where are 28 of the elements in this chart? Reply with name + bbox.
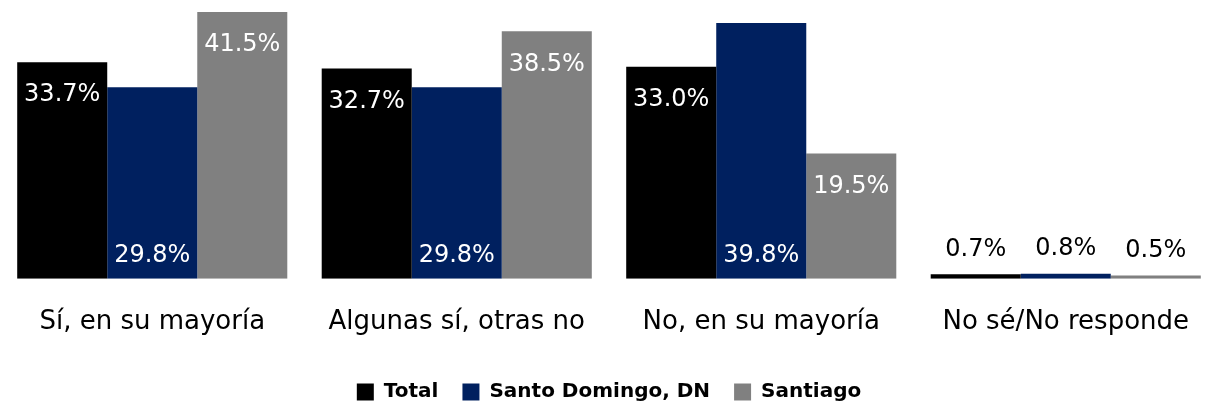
- bar: [107, 87, 198, 279]
- bar: [501, 31, 592, 279]
- data-label: 39.8%: [723, 240, 800, 269]
- x-tick-label: No, en su mayoría: [642, 305, 880, 336]
- bar: [197, 12, 288, 279]
- data-label: 0.7%: [945, 233, 1007, 262]
- data-label: 29.8%: [114, 240, 191, 269]
- data-label: 41.5%: [204, 29, 281, 58]
- legend-label: Santiago: [761, 378, 862, 403]
- bar: [716, 22, 807, 279]
- bar: [321, 68, 412, 279]
- data-label: 29.8%: [418, 240, 495, 269]
- data-label: 0.5%: [1125, 234, 1187, 263]
- x-tick-label: Sí, en su mayoría: [39, 305, 266, 336]
- data-label: 33.7%: [24, 79, 101, 108]
- x-tick-label: Algunas sí, otras no: [328, 305, 585, 336]
- data-label: 38.5%: [508, 48, 585, 77]
- bar: [626, 66, 717, 279]
- data-label: 19.5%: [813, 170, 890, 199]
- data-label: 33.0%: [633, 83, 710, 112]
- x-tick-label: No sé/No responde: [942, 305, 1190, 336]
- bar: [17, 62, 108, 279]
- legend-label: Total: [383, 378, 439, 403]
- bar: [411, 87, 502, 279]
- bar: [806, 153, 897, 279]
- data-label: 0.8%: [1035, 232, 1097, 261]
- data-label: 32.7%: [328, 85, 405, 114]
- legend-label: Santo Domingo, DN: [489, 378, 711, 403]
